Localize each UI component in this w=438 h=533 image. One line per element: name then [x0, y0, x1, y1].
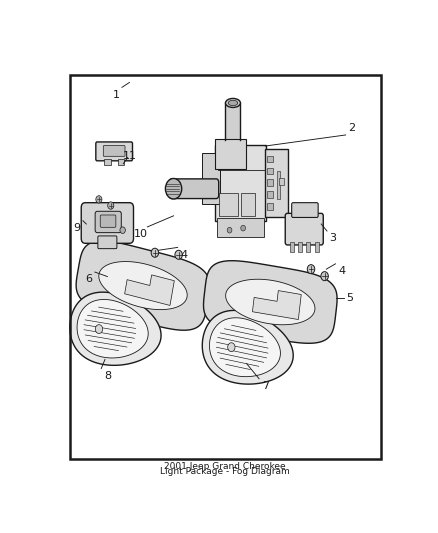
- FancyBboxPatch shape: [285, 213, 323, 245]
- Circle shape: [227, 227, 232, 233]
- Text: 11: 11: [123, 151, 136, 161]
- Polygon shape: [76, 241, 210, 330]
- Circle shape: [321, 272, 328, 281]
- Text: 2: 2: [348, 123, 355, 133]
- Circle shape: [241, 225, 246, 231]
- Text: 4: 4: [338, 266, 345, 276]
- FancyBboxPatch shape: [169, 179, 219, 199]
- Bar: [290, 241, 294, 252]
- Text: 8: 8: [104, 371, 111, 381]
- FancyBboxPatch shape: [226, 103, 240, 140]
- FancyBboxPatch shape: [219, 193, 238, 216]
- Text: 4: 4: [180, 250, 187, 260]
- Text: 3: 3: [330, 233, 336, 244]
- Polygon shape: [99, 262, 187, 310]
- FancyBboxPatch shape: [277, 171, 280, 199]
- Text: 6: 6: [85, 274, 92, 285]
- FancyBboxPatch shape: [265, 149, 288, 216]
- FancyBboxPatch shape: [202, 154, 220, 204]
- FancyBboxPatch shape: [215, 145, 266, 221]
- Bar: [307, 241, 311, 252]
- Ellipse shape: [166, 179, 182, 199]
- Circle shape: [96, 196, 102, 203]
- Circle shape: [108, 202, 114, 209]
- Polygon shape: [77, 300, 148, 358]
- FancyBboxPatch shape: [292, 203, 318, 217]
- FancyBboxPatch shape: [217, 219, 264, 237]
- FancyBboxPatch shape: [215, 139, 246, 169]
- Polygon shape: [252, 290, 301, 319]
- Polygon shape: [209, 318, 280, 377]
- Circle shape: [151, 248, 159, 257]
- Ellipse shape: [226, 99, 240, 108]
- FancyBboxPatch shape: [104, 159, 111, 165]
- Bar: [315, 241, 319, 252]
- Circle shape: [95, 325, 102, 334]
- FancyBboxPatch shape: [267, 191, 273, 198]
- Circle shape: [120, 227, 125, 233]
- FancyBboxPatch shape: [267, 203, 273, 209]
- Circle shape: [175, 251, 182, 260]
- Circle shape: [307, 265, 315, 273]
- Bar: [298, 241, 302, 252]
- FancyBboxPatch shape: [279, 179, 284, 185]
- FancyBboxPatch shape: [241, 193, 255, 216]
- FancyBboxPatch shape: [267, 168, 273, 174]
- Polygon shape: [125, 275, 174, 305]
- FancyBboxPatch shape: [103, 146, 125, 156]
- FancyBboxPatch shape: [95, 211, 121, 232]
- Text: 10: 10: [134, 229, 148, 239]
- FancyBboxPatch shape: [100, 215, 116, 227]
- Text: 2001 Jeep Grand Cherokee: 2001 Jeep Grand Cherokee: [164, 463, 285, 472]
- Text: 1: 1: [113, 90, 119, 100]
- FancyBboxPatch shape: [98, 236, 117, 248]
- Text: 7: 7: [261, 381, 269, 391]
- Circle shape: [228, 343, 235, 352]
- FancyBboxPatch shape: [267, 156, 273, 163]
- Ellipse shape: [228, 100, 238, 106]
- FancyBboxPatch shape: [81, 203, 134, 243]
- Text: 9: 9: [73, 223, 81, 233]
- FancyBboxPatch shape: [96, 142, 132, 161]
- FancyBboxPatch shape: [117, 159, 124, 165]
- Polygon shape: [226, 279, 315, 325]
- FancyBboxPatch shape: [267, 180, 273, 186]
- Text: 5: 5: [346, 293, 353, 303]
- Text: Light Package - Fog Diagram: Light Package - Fog Diagram: [159, 466, 290, 475]
- Polygon shape: [204, 261, 337, 343]
- Polygon shape: [202, 310, 293, 384]
- Polygon shape: [70, 292, 161, 365]
